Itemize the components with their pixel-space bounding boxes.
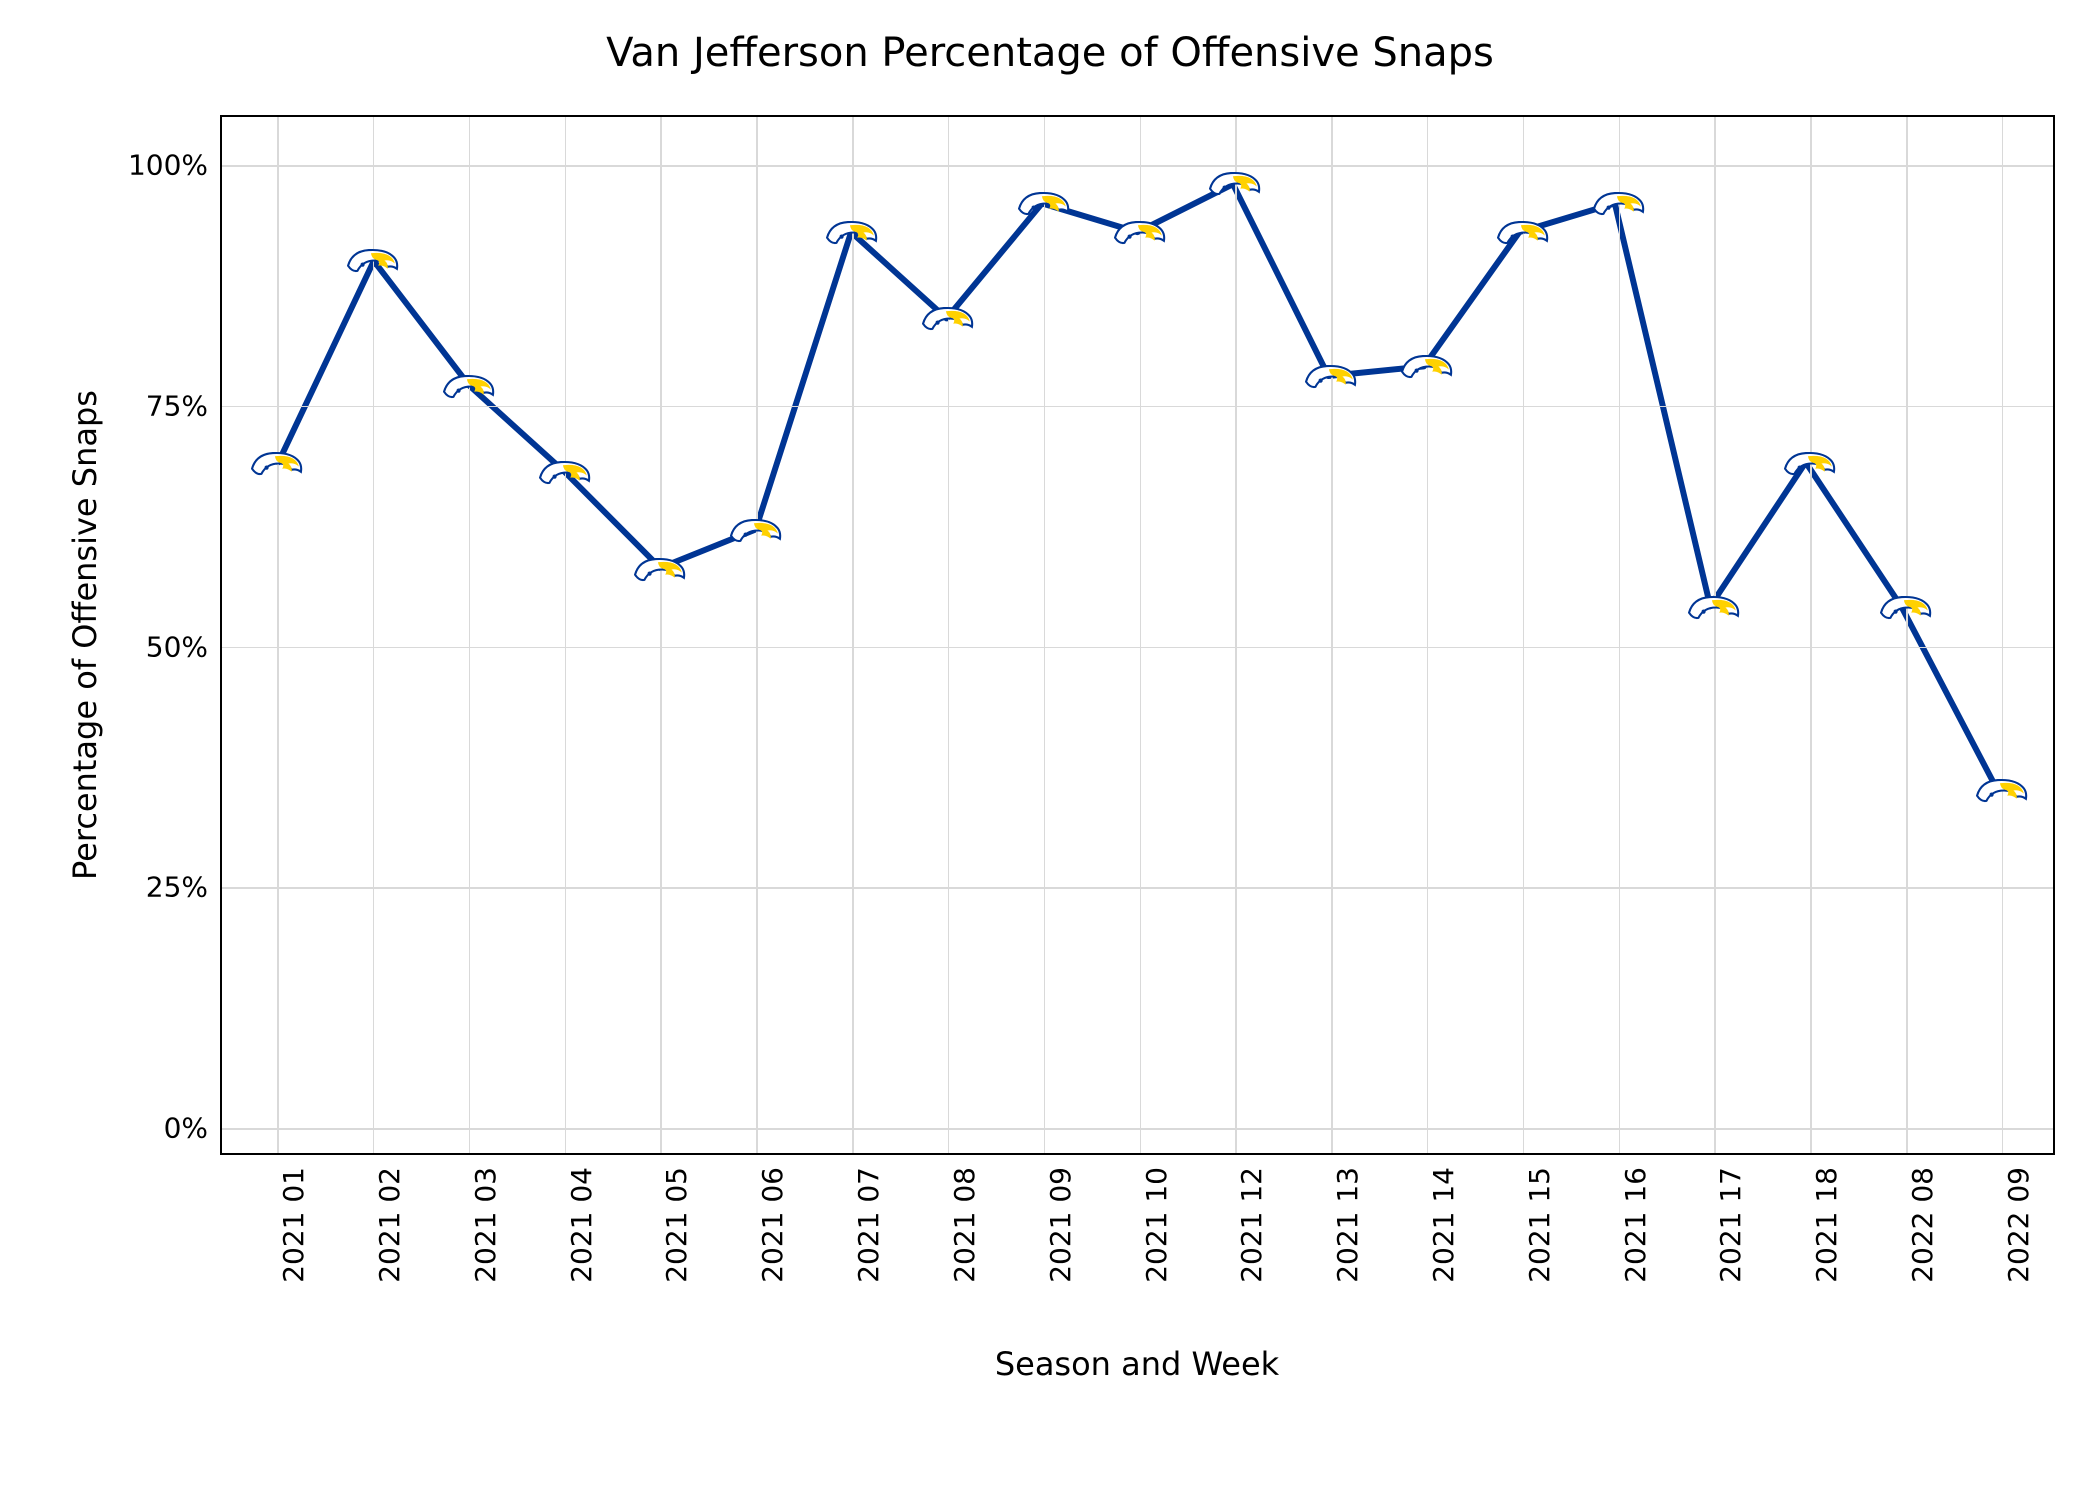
team-logo-marker [443,371,495,403]
plot-area: 0%25%50%75%100%2021 012021 022021 032021… [220,115,2055,1155]
gridline-horizontal [222,165,2053,167]
team-logo-marker [730,515,782,547]
x-tick-label: 2021 02 [373,1167,406,1283]
gridline-horizontal [222,1128,2053,1130]
team-logo-marker [1018,188,1070,220]
gridline-vertical [1714,117,1716,1153]
team-logo-marker [1209,168,1261,200]
x-tick-label: 2021 05 [660,1167,693,1283]
gridline-vertical [2002,117,2004,1153]
gridline-vertical [1427,117,1429,1153]
team-logo-marker [826,216,878,248]
team-logo-marker [539,457,591,489]
team-logo-marker [1593,188,1645,220]
x-tick-label: 2021 03 [469,1167,502,1283]
gridline-vertical [1523,117,1525,1153]
y-tick-label: 50% [146,630,208,663]
team-logo-marker [347,245,399,277]
gridline-vertical [1906,117,1908,1153]
y-tick-label: 75% [146,389,208,422]
x-tick-label: 2021 09 [1044,1167,1077,1283]
x-tick-label: 2021 06 [756,1167,789,1283]
x-tick-label: 2021 17 [1714,1167,1747,1283]
x-tick-label: 2022 09 [2002,1167,2035,1283]
x-tick-label: 2021 12 [1235,1167,1268,1283]
y-tick-label: 25% [146,871,208,904]
gridline-vertical [1619,117,1621,1153]
line-path [222,117,2053,1153]
x-tick-label: 2021 15 [1523,1167,1556,1283]
team-logo-marker [1976,775,2028,807]
x-tick-label: 2021 04 [565,1167,598,1283]
gridline-vertical [565,117,567,1153]
x-tick-label: 2022 08 [1906,1167,1939,1283]
gridline-vertical [948,117,950,1153]
gridline-vertical [660,117,662,1153]
team-logo-marker [1305,361,1357,393]
gridline-vertical [756,117,758,1153]
gridline-vertical [469,117,471,1153]
gridline-horizontal [222,406,2053,408]
team-logo-marker [634,553,686,585]
team-logo-marker [1688,592,1740,624]
gridline-vertical [1810,117,1812,1153]
gridline-vertical [277,117,279,1153]
x-tick-label: 2021 08 [948,1167,981,1283]
x-tick-label: 2021 01 [277,1167,310,1283]
gridline-vertical [1331,117,1333,1153]
x-tick-label: 2021 07 [852,1167,885,1283]
y-tick-label: 0% [164,1112,208,1145]
team-logo-marker [922,303,974,335]
team-logo-marker [1114,216,1166,248]
x-axis-label: Season and Week [995,1345,1279,1383]
y-tick-label: 100% [128,149,208,182]
gridline-vertical [1044,117,1046,1153]
x-tick-label: 2021 18 [1810,1167,1843,1283]
x-tick-label: 2021 13 [1331,1167,1364,1283]
team-logo-marker [1784,448,1836,480]
x-tick-label: 2021 14 [1427,1167,1460,1283]
chart-container: Van Jefferson Percentage of Offensive Sn… [0,0,2100,1500]
chart-title: Van Jefferson Percentage of Offensive Sn… [0,30,2100,76]
team-logo-marker [1880,592,1932,624]
gridline-vertical [852,117,854,1153]
y-axis-label: Percentage of Offensive Snaps [66,390,104,880]
x-tick-label: 2021 10 [1140,1167,1173,1283]
team-logo-marker [251,448,303,480]
gridline-horizontal [222,647,2053,649]
gridline-vertical [1235,117,1237,1153]
team-logo-marker [1401,351,1453,383]
gridline-vertical [1140,117,1142,1153]
team-logo-marker [1497,216,1549,248]
gridline-horizontal [222,887,2053,889]
x-tick-label: 2021 16 [1619,1167,1652,1283]
